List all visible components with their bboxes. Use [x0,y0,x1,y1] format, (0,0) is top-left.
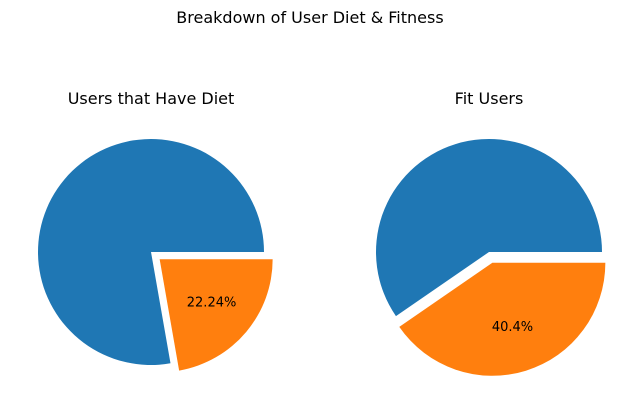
figure-title: Breakdown of User Diet & Fitness [176,8,443,27]
pie-slices-fitness: 40.4% [375,138,606,376]
pie-label-fitness-1: 40.4% [492,320,533,335]
pie-chart-diet: Users that Have Diet 22.24% [37,89,273,371]
pie-slice-diet-0 [37,139,264,365]
pie-title-fitness: Fit Users [455,89,524,108]
pie-label-diet-1: 22.24% [187,295,237,310]
pie-chart-fitness: Fit Users 40.4% [375,89,606,376]
pie-slice-diet-1 [159,259,273,371]
pie-slice-fitness-1 [399,262,606,376]
pie-slice-fitness-0 [375,138,602,317]
pie-slices-diet: 22.24% [37,139,273,371]
pie-title-diet: Users that Have Diet [68,89,235,108]
